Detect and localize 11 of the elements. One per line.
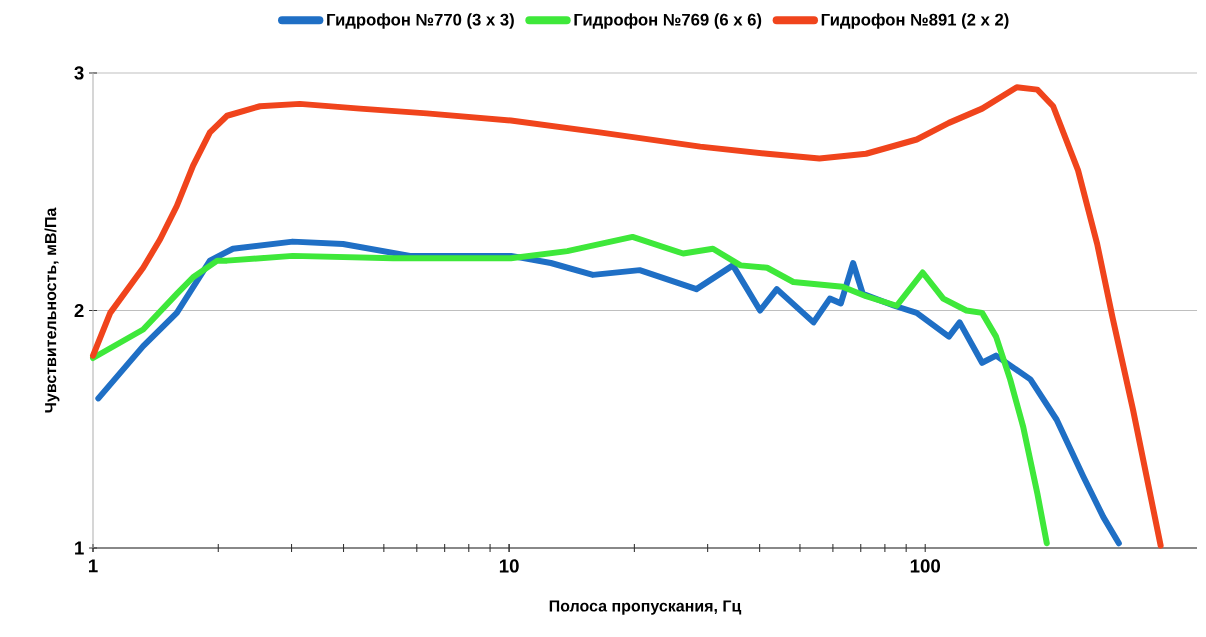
y-tick-label: 3: [74, 66, 84, 80]
x-axis-title: Полоса пропускания, Гц: [549, 600, 742, 615]
y-tick-label: 2: [74, 303, 84, 318]
y-axis-title: Чувствительность, мВ/Па: [44, 207, 60, 413]
legend-label: Гидрофон №891 (2 x 2): [821, 13, 1009, 29]
legend-label: Гидрофон №769 (6 x 6): [574, 13, 762, 29]
y-tick-label: 1: [75, 541, 84, 555]
x-tick-label: 100: [910, 559, 941, 573]
legend-label: Гидрофон №770 (3 x 3): [327, 13, 514, 29]
x-tick-label: 10: [499, 559, 519, 573]
x-tick-label: 1: [88, 559, 98, 573]
